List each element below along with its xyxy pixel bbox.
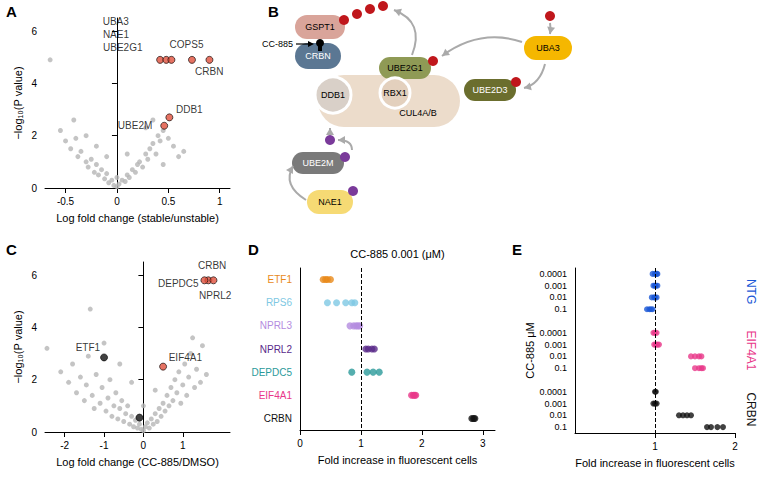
svg-text:A: A (6, 3, 17, 20)
svg-text:−log₁₀(P value): −log₁₀(P value) (12, 310, 24, 383)
svg-text:0.0001: 0.0001 (539, 328, 567, 338)
svg-text:DDB1: DDB1 (321, 90, 345, 100)
svg-text:0.1: 0.1 (554, 304, 567, 314)
svg-text:4: 4 (31, 322, 37, 333)
svg-text:NPRL2: NPRL2 (260, 344, 293, 355)
svg-text:B: B (268, 3, 279, 20)
svg-text:DDB1: DDB1 (176, 104, 203, 115)
svg-text:-0.5: -0.5 (57, 196, 75, 207)
svg-text:0.001: 0.001 (544, 340, 567, 350)
svg-text:0: 0 (31, 427, 37, 438)
svg-text:6: 6 (31, 26, 37, 37)
svg-text:DEPDC5: DEPDC5 (158, 278, 199, 289)
svg-text:D: D (248, 241, 259, 258)
svg-text:1: 1 (358, 438, 364, 449)
svg-text:4: 4 (31, 78, 37, 89)
svg-text:RBX1: RBX1 (383, 88, 407, 98)
svg-text:EIF4A1: EIF4A1 (744, 330, 758, 370)
svg-text:0.0001: 0.0001 (539, 387, 567, 397)
svg-text:0: 0 (114, 196, 120, 207)
svg-text:0.1: 0.1 (554, 363, 567, 373)
svg-text:1: 1 (652, 441, 658, 452)
svg-text:DEPDC5: DEPDC5 (251, 367, 292, 378)
svg-text:COPS5: COPS5 (170, 39, 204, 50)
svg-text:2: 2 (419, 438, 425, 449)
svg-text:NAE1: NAE1 (318, 197, 342, 207)
svg-text:EIF4A1: EIF4A1 (169, 352, 203, 363)
svg-text:NPRL2: NPRL2 (199, 290, 232, 301)
svg-text:0.0001: 0.0001 (539, 269, 567, 279)
svg-text:-2: -2 (60, 440, 69, 451)
svg-text:0.01: 0.01 (549, 410, 567, 420)
svg-text:0.01: 0.01 (549, 351, 567, 361)
svg-text:3: 3 (480, 438, 486, 449)
svg-text:Log fold change (stable/unstab: Log fold change (stable/unstable) (56, 212, 219, 224)
svg-text:2: 2 (732, 441, 738, 452)
svg-text:NTG: NTG (744, 279, 758, 304)
svg-text:1: 1 (180, 440, 186, 451)
svg-text:CC-885 0.001 (μM): CC-885 0.001 (μM) (350, 248, 444, 260)
svg-text:E: E (512, 241, 522, 258)
svg-text:Fold increase in fluorescent c: Fold increase in fluorescent cells (575, 457, 735, 469)
svg-text:CRBN: CRBN (264, 413, 292, 424)
svg-text:EIF4A1: EIF4A1 (259, 390, 293, 401)
svg-text:0.01: 0.01 (549, 292, 567, 302)
svg-text:0: 0 (31, 183, 37, 194)
svg-text:2: 2 (31, 374, 37, 385)
svg-text:CRBN: CRBN (198, 260, 226, 271)
svg-text:C: C (6, 241, 17, 258)
svg-text:ETF1: ETF1 (268, 274, 293, 285)
svg-text:2: 2 (31, 130, 37, 141)
svg-text:0.1: 0.1 (554, 422, 567, 432)
svg-text:UBE2D3: UBE2D3 (472, 85, 507, 95)
svg-text:UBE2M: UBE2M (118, 120, 152, 131)
svg-text:0: 0 (297, 438, 303, 449)
svg-text:−log₁₀(P value): −log₁₀(P value) (12, 66, 24, 139)
svg-text:0.5: 0.5 (161, 196, 175, 207)
svg-text:UBE2M: UBE2M (302, 158, 333, 168)
svg-text:CRBN: CRBN (195, 66, 223, 77)
svg-text:UBA3: UBA3 (536, 43, 560, 53)
svg-text:NAE1: NAE1 (103, 29, 130, 40)
svg-text:RPS6: RPS6 (266, 297, 293, 308)
svg-text:CC-885 μM: CC-885 μM (524, 322, 536, 378)
svg-text:Fold increase in fluorescent c: Fold increase in fluorescent cells (318, 454, 478, 466)
svg-text:UBA3: UBA3 (103, 16, 130, 27)
svg-text:UBE2G1: UBE2G1 (387, 63, 423, 73)
svg-text:CUL4A/B: CUL4A/B (399, 108, 437, 118)
svg-text:0.001: 0.001 (544, 399, 567, 409)
svg-text:0.001: 0.001 (544, 281, 567, 291)
svg-text:-1: -1 (100, 440, 109, 451)
svg-text:6: 6 (31, 270, 37, 281)
svg-text:UBE2G1: UBE2G1 (103, 42, 143, 53)
svg-text:CRBN: CRBN (744, 392, 758, 426)
svg-text:CC-885: CC-885 (262, 39, 293, 49)
svg-text:GSPT1: GSPT1 (305, 22, 335, 32)
svg-text:CRBN: CRBN (305, 51, 331, 61)
svg-text:0: 0 (141, 440, 147, 451)
svg-text:ETF1: ETF1 (76, 342, 101, 353)
svg-text:1: 1 (217, 196, 223, 207)
svg-text:Log fold change (CC-885/DMSO): Log fold change (CC-885/DMSO) (56, 456, 219, 468)
svg-text:NPRL3: NPRL3 (260, 320, 293, 331)
